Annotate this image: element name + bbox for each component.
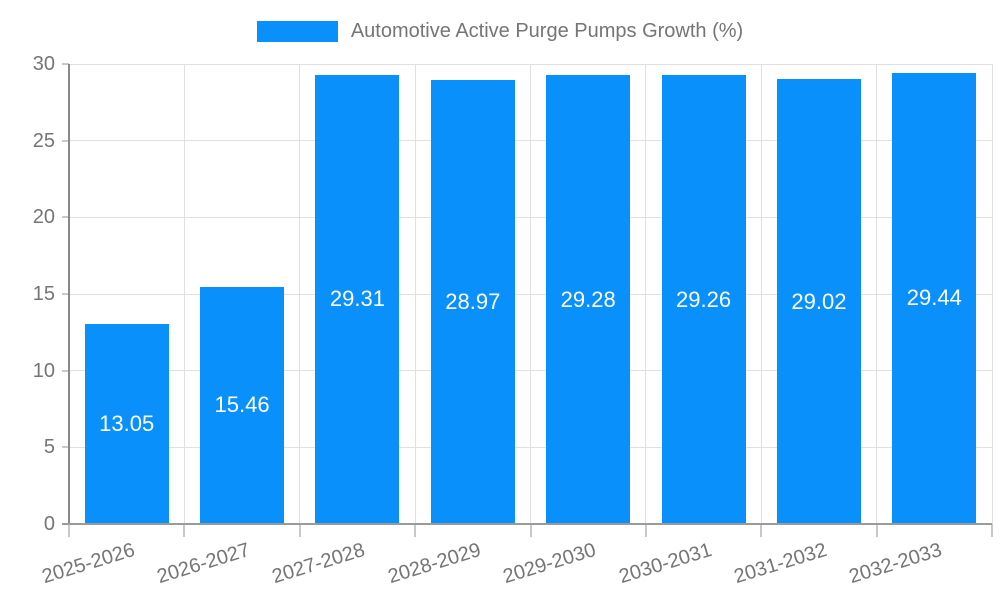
y-axis-tick-label: 5 bbox=[43, 436, 55, 459]
y-axis-tick-label: 25 bbox=[32, 129, 55, 152]
x-axis-tick bbox=[760, 524, 763, 537]
bar-value-label: 29.26 bbox=[676, 286, 732, 312]
bar-value-label: 29.44 bbox=[906, 285, 962, 311]
y-axis-tick bbox=[62, 139, 69, 142]
gridline-vertical bbox=[183, 64, 185, 524]
y-axis-tick bbox=[62, 216, 69, 219]
gridline-vertical bbox=[299, 64, 301, 524]
bar-value-label: 29.28 bbox=[560, 286, 616, 312]
bar-value-label: 29.31 bbox=[329, 286, 385, 312]
x-axis-tick bbox=[529, 524, 532, 537]
bar-2029-2030[interactable]: 29.28 bbox=[546, 75, 631, 524]
bar-value-label: 29.02 bbox=[791, 288, 847, 314]
bar-2030-2031[interactable]: 29.26 bbox=[661, 75, 746, 524]
y-axis-tick-label: 30 bbox=[32, 53, 55, 75]
y-axis-tick bbox=[62, 446, 69, 449]
bar-value-label: 28.97 bbox=[445, 288, 501, 314]
legend: Automotive Active Purge Pumps Growth (%) bbox=[0, 20, 1000, 43]
gridline-vertical bbox=[645, 64, 647, 524]
x-axis-tick bbox=[68, 524, 70, 537]
gridline-vertical bbox=[876, 64, 878, 524]
x-axis-tick bbox=[183, 524, 186, 537]
plot-area: 13.05 15.46 29.31 28.97 29.28 29.26 29.02 29.44 bbox=[69, 63, 993, 524]
legend-item[interactable]: Automotive Active Purge Pumps Growth (%) bbox=[256, 20, 744, 43]
legend-swatch bbox=[256, 21, 338, 42]
y-axis-tick-label: 0 bbox=[43, 513, 55, 535]
y-axis-tick-label: 10 bbox=[32, 359, 55, 382]
y-axis-tick bbox=[62, 369, 69, 372]
x-axis-line bbox=[62, 523, 992, 525]
gridline-vertical bbox=[760, 64, 762, 524]
bar-value-label: 13.05 bbox=[99, 410, 155, 436]
gridline-vertical bbox=[991, 64, 993, 524]
bar-2027-2028[interactable]: 29.31 bbox=[315, 74, 400, 524]
y-axis-line bbox=[68, 64, 70, 524]
bar-2026-2027[interactable]: 15.46 bbox=[200, 286, 285, 524]
x-axis-tick bbox=[644, 524, 647, 537]
x-axis-tick bbox=[991, 524, 993, 537]
legend-label: Automotive Active Purge Pumps Growth (%) bbox=[350, 20, 744, 42]
bar-2032-2033[interactable]: 29.44 bbox=[892, 72, 977, 524]
bar-2031-2032[interactable]: 29.02 bbox=[776, 79, 861, 524]
bar-2025-2026[interactable]: 13.05 bbox=[84, 323, 169, 524]
x-axis-tick bbox=[875, 524, 878, 537]
bar-2028-2029[interactable]: 28.97 bbox=[430, 79, 515, 524]
x-axis-tick bbox=[414, 524, 417, 537]
y-axis-tick bbox=[62, 293, 69, 295]
y-axis-tick-label: 20 bbox=[32, 206, 55, 229]
x-axis-tick bbox=[298, 524, 301, 537]
gridline-vertical bbox=[530, 64, 531, 524]
y-axis-tick bbox=[62, 63, 69, 65]
y-axis-tick-label: 15 bbox=[32, 283, 55, 305]
gridline-vertical bbox=[414, 64, 416, 524]
bar-value-label: 15.46 bbox=[214, 392, 270, 418]
